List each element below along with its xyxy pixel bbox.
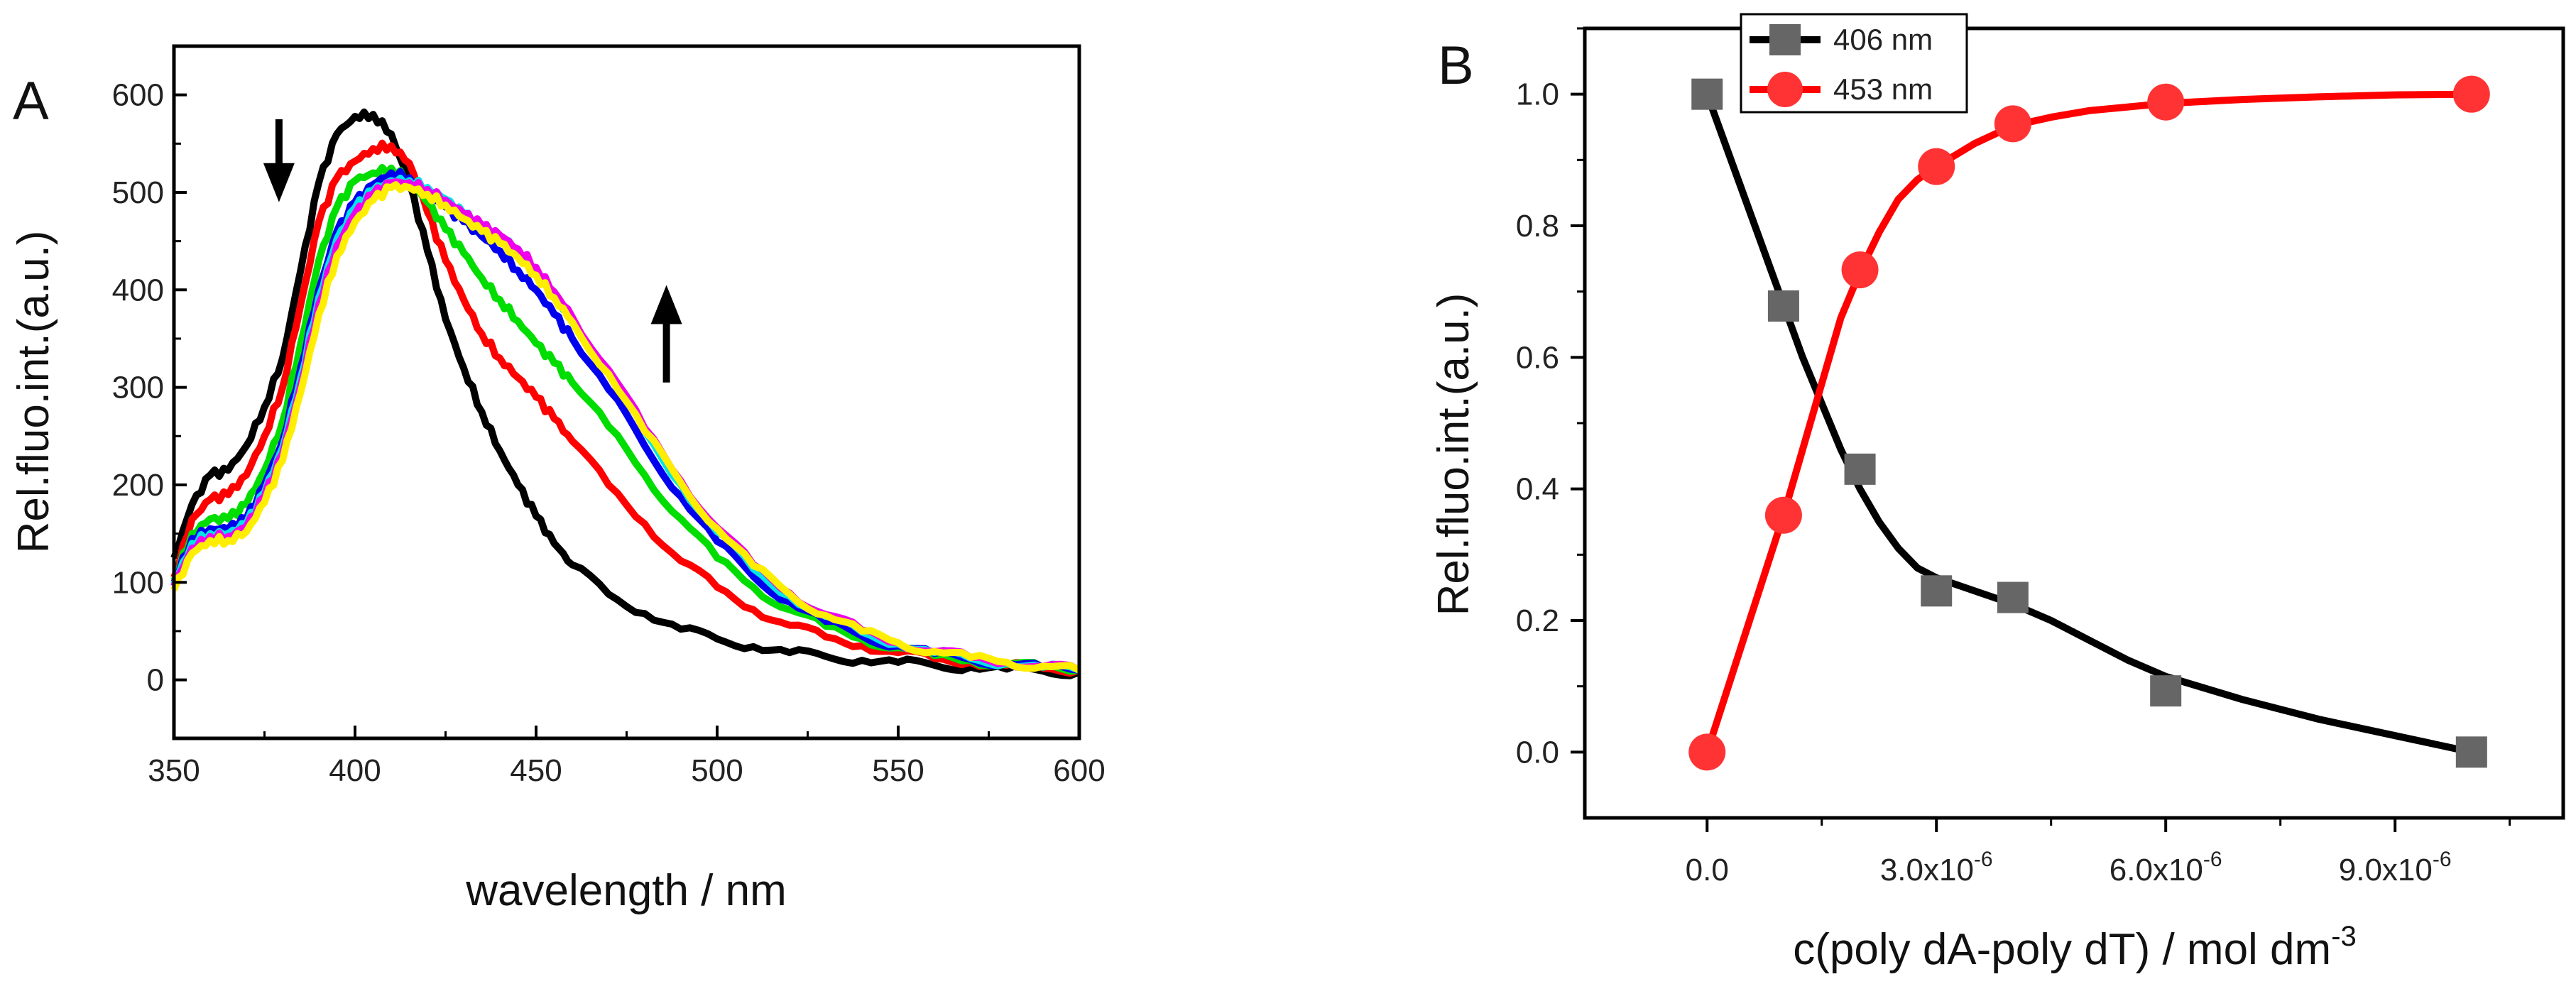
panel-b-legend: 406 nm 453 nm: [1740, 13, 1968, 114]
legend-label: 453 nm: [1833, 72, 1933, 106]
data-point-circle: [1764, 496, 1802, 534]
x-tick-label: 9.0x10-6: [2339, 848, 2452, 887]
y-tick-label: 0: [147, 663, 164, 698]
y-tick-label: 300: [112, 371, 164, 405]
panel-b-plot-area: [1688, 75, 2490, 771]
data-point-square: [1844, 453, 1876, 485]
x-tick-label: 600: [1053, 753, 1105, 788]
x-tick-label-text: 3.0x10: [1880, 853, 1974, 887]
panel-b-x-ticks: 0.0 3.0x10-6 6.0x10-6 9.0x10-6: [1686, 818, 2511, 887]
panel-a-x-ticks: 350 400 450 500 550 600: [148, 726, 1106, 788]
x-tick-label: 550: [872, 753, 924, 788]
panel-b-y-axis-label: Rel.fluo.int.(a.u.): [1429, 293, 1478, 616]
down-arrow: [263, 119, 295, 202]
y-tick-label: 1.0: [1516, 77, 1559, 112]
panel-b-x-axis-label: c(poly dA-poly dT) / mol dm-3: [1793, 921, 2357, 974]
panel-a-x-axis-label: wavelength / nm: [465, 866, 786, 915]
y-tick-label: 0.2: [1516, 603, 1559, 638]
y-tick-label: 100: [112, 565, 164, 600]
x-tick-label: 400: [329, 753, 381, 788]
y-tick-label: 500: [112, 175, 164, 210]
legend-marker-square: [1769, 24, 1801, 55]
panel-a-y-ticks: 0 100 200 300 400 500 600: [112, 78, 187, 698]
panel-a: A 350 400 450 500 550 600 0 100 200 300 400 500 600…: [9, 44, 1106, 915]
x-tick-label: 3.0x10-6: [1880, 848, 1993, 887]
data-point-circle: [1994, 105, 2031, 143]
spectrum-line-7: [170, 181, 1081, 674]
x-tick-label-sup: -6: [2433, 848, 2452, 871]
data-point-circle: [1688, 733, 1726, 771]
data-point-circle: [1918, 148, 1955, 185]
y-tick-label: 600: [112, 78, 164, 113]
x-tick-label-text: 6.0x10: [2110, 853, 2203, 887]
panel-a-y-axis-label: Rel.fluo.int.(a.u.): [9, 231, 58, 554]
up-arrow-head: [650, 285, 682, 324]
panel-b-frame: [1583, 26, 2565, 820]
data-point-circle: [2147, 83, 2185, 121]
fit-line-453-nm: [1703, 90, 2472, 753]
x-tick-label-sup: -6: [2203, 848, 2222, 871]
y-tick-label: 0.0: [1516, 735, 1559, 770]
panel-label-b: B: [1438, 35, 1474, 96]
x-tick-label-sup: -6: [1974, 848, 1993, 871]
x-tick-label: 450: [510, 753, 562, 788]
panel-a-arrows: [263, 119, 682, 383]
x-tick-label: 0.0: [1686, 853, 1729, 887]
spectrum-line-1: [170, 108, 1081, 679]
data-point-square: [1767, 290, 1799, 322]
x-tick-label: 6.0x10-6: [2110, 848, 2222, 887]
x-tick-label-text: 9.0x10: [2339, 853, 2433, 887]
y-tick-label: 0.4: [1516, 472, 1559, 507]
data-point-square: [2150, 675, 2182, 707]
y-tick-label: 0.6: [1516, 340, 1559, 375]
spectrum-line-2: [170, 139, 1081, 677]
y-tick-label: 200: [112, 468, 164, 503]
y-tick-label: 400: [112, 273, 164, 307]
x-tick-label: 350: [148, 753, 200, 788]
data-point-square: [1997, 581, 2029, 613]
panel-b-x-axis-label-sup: -3: [2331, 921, 2357, 952]
panel-b-x-axis-label-main: c(poly dA-poly dT) / mol dm: [1793, 925, 2331, 974]
panel-b-y-ticks: 0.0 0.2 0.4 0.6 0.8 1.0: [1516, 27, 1585, 770]
x-tick-label-text: 0.0: [1686, 853, 1729, 887]
panel-label-a: A: [13, 71, 49, 131]
data-point-circle: [2452, 75, 2490, 113]
down-arrow-head: [263, 163, 295, 202]
data-point-circle: [1841, 251, 1879, 289]
x-tick-label: 500: [691, 753, 743, 788]
panel-b: B 0.0 3.0x10-6 6.0x10-6 9.0x10-6 0.00.20.40…: [1429, 13, 2565, 974]
data-point-square: [2455, 736, 2487, 768]
legend-label: 406 nm: [1833, 23, 1933, 56]
panel-a-plot-area: [170, 108, 1081, 679]
data-point-square: [1691, 78, 1723, 110]
legend-marker-circle: [1767, 72, 1803, 107]
fit-line-406-nm: [1703, 92, 2472, 756]
data-point-square: [1921, 575, 1953, 607]
y-tick-label: 0.8: [1516, 209, 1559, 244]
up-arrow: [650, 285, 682, 383]
